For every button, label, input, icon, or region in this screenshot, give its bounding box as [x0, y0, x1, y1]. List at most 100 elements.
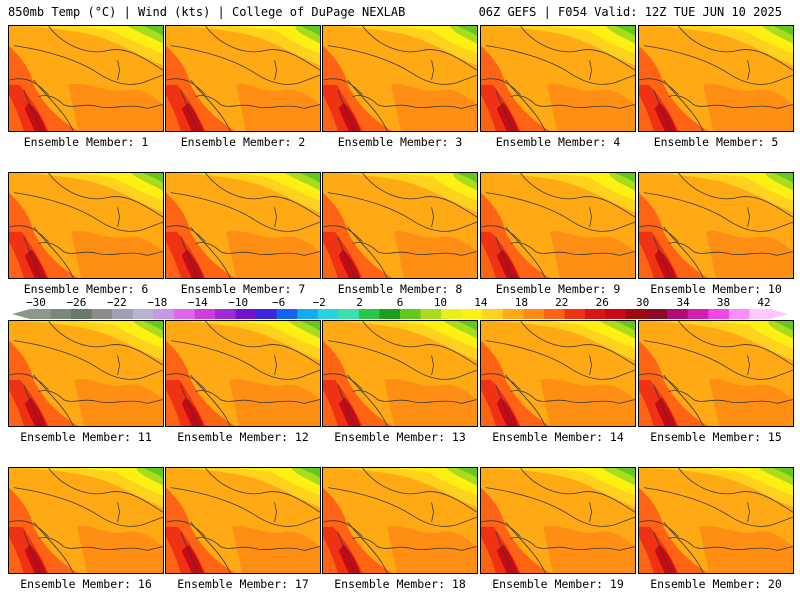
ensemble-member-label: Ensemble Member: 6: [23, 282, 149, 296]
colorbar-swatch: [502, 309, 524, 319]
colorbar-swatch: [71, 309, 93, 319]
model-run-info: 06Z GEFS | F054 Valid: 12Z TUE JUN 10 20…: [478, 5, 782, 19]
colorbar-swatch: [708, 309, 730, 319]
colorbar-arrow-low: [12, 309, 30, 319]
ensemble-map-panel: [8, 25, 164, 132]
ensemble-map-panel: [322, 320, 478, 427]
colorbar-swatch: [461, 309, 483, 319]
colorbar-swatch: [667, 309, 689, 319]
ensemble-member-label: Ensemble Member: 1: [23, 135, 149, 149]
colorbar-swatch: [50, 309, 72, 319]
colorbar-tick-label: 14: [474, 296, 488, 309]
ensemble-map-panel: [165, 320, 321, 427]
colorbar-swatch: [482, 309, 504, 319]
ensemble-map-panel: [638, 172, 794, 279]
colorbar-swatch: [91, 309, 113, 319]
ensemble-member-label: Ensemble Member: 17: [177, 577, 309, 591]
ensemble-map-panel: [480, 25, 636, 132]
colorbar-swatch: [173, 309, 195, 319]
colorbar-tick-label: 18: [514, 296, 528, 309]
colorbar-swatch: [605, 309, 627, 319]
ensemble-map-panel: [480, 467, 636, 574]
ensemble-map-panel: [480, 172, 636, 279]
colorbar-tick-label: −14: [187, 296, 208, 309]
ensemble-map-panel: [8, 172, 164, 279]
ensemble-map-panel: [638, 467, 794, 574]
ensemble-member-label: Ensemble Member: 7: [180, 282, 306, 296]
colorbar-swatch: [441, 309, 463, 319]
ensemble-map-panel: [638, 320, 794, 427]
ensemble-member-label: Ensemble Member: 3: [337, 135, 463, 149]
colorbar-swatch: [523, 309, 545, 319]
colorbar-swatch: [256, 309, 278, 319]
ensemble-member-label: Ensemble Member: 16: [20, 577, 152, 591]
ensemble-map-panel: [165, 25, 321, 132]
ensemble-map-panel: [8, 320, 164, 427]
colorbar-tick-label: −22: [106, 296, 127, 309]
colorbar-swatch: [728, 309, 750, 319]
colorbar-tick-label: 22: [555, 296, 569, 309]
colorbar-swatch: [153, 309, 175, 319]
colorbar-swatch: [235, 309, 257, 319]
colorbar-swatch: [646, 309, 668, 319]
ensemble-map-panel: [8, 467, 164, 574]
ensemble-member-label: Ensemble Member: 12: [177, 430, 309, 444]
ensemble-member-label: Ensemble Member: 2: [180, 135, 306, 149]
colorbar-swatch: [564, 309, 586, 319]
ensemble-member-label: Ensemble Member: 9: [495, 282, 621, 296]
colorbar-swatch: [194, 309, 216, 319]
colorbar-tick-label: −2: [312, 296, 326, 309]
colorbar-tick-label: 6: [396, 296, 404, 309]
colorbar-swatch: [276, 309, 298, 319]
colorbar-tick-label: −30: [26, 296, 46, 309]
colorbar-swatch: [749, 309, 771, 319]
ensemble-member-label: Ensemble Member: 14: [492, 430, 624, 444]
ensemble-map-panel: [165, 172, 321, 279]
ensemble-map-panel: [322, 25, 478, 132]
ensemble-member-label: Ensemble Member: 4: [495, 135, 621, 149]
colorbar-tick-label: 34: [676, 296, 690, 309]
colorbar-tick-label: −10: [228, 296, 249, 309]
colorbar-tick-label: −26: [66, 296, 87, 309]
colorbar-swatch: [420, 309, 442, 319]
colorbar-tick-label: 38: [716, 296, 731, 309]
ensemble-member-label: Ensemble Member: 5: [653, 135, 779, 149]
ensemble-member-label: Ensemble Member: 10: [650, 282, 782, 296]
colorbar-swatch: [585, 309, 607, 319]
ensemble-member-label: Ensemble Member: 18: [334, 577, 466, 591]
ensemble-map-panel: [638, 25, 794, 132]
colorbar-swatch: [338, 309, 360, 319]
colorbar-swatch: [358, 309, 380, 319]
ensemble-member-label: Ensemble Member: 15: [650, 430, 782, 444]
colorbar-tick-label: −18: [147, 296, 168, 309]
map-title: 850mb Temp (°C) | Wind (kts) | College o…: [8, 5, 406, 19]
colorbar-swatch: [543, 309, 565, 319]
ensemble-member-label: Ensemble Member: 19: [492, 577, 624, 591]
ensemble-member-label: Ensemble Member: 20: [650, 577, 782, 591]
ensemble-member-label: Ensemble Member: 13: [334, 430, 466, 444]
colorbar-tick-label: 10: [433, 296, 448, 309]
colorbar-swatch: [112, 309, 134, 319]
colorbar-swatch: [626, 309, 648, 319]
colorbar-tick-label: 30: [636, 296, 650, 309]
ensemble-member-label: Ensemble Member: 11: [20, 430, 152, 444]
colorbar-swatch: [400, 309, 422, 319]
ensemble-map-panel: [480, 320, 636, 427]
colorbar-swatch: [132, 309, 154, 319]
temperature-colorbar: [12, 309, 788, 319]
colorbar-swatch: [30, 309, 52, 319]
colorbar-arrow-high: [770, 309, 788, 319]
ensemble-map-panel: [322, 467, 478, 574]
colorbar-tick-label: 26: [595, 296, 609, 309]
colorbar-tick-label: 2: [356, 296, 363, 309]
colorbar-swatch: [317, 309, 339, 319]
colorbar-swatch: [215, 309, 237, 319]
colorbar-swatch: [379, 309, 401, 319]
ensemble-member-label: Ensemble Member: 8: [337, 282, 463, 296]
colorbar-swatch: [687, 309, 709, 319]
colorbar-swatch: [297, 309, 319, 319]
ensemble-map-panel: [322, 172, 478, 279]
colorbar-tick-label: −6: [272, 296, 286, 309]
colorbar-tick-label: 42: [757, 296, 771, 309]
ensemble-map-panel: [165, 467, 321, 574]
